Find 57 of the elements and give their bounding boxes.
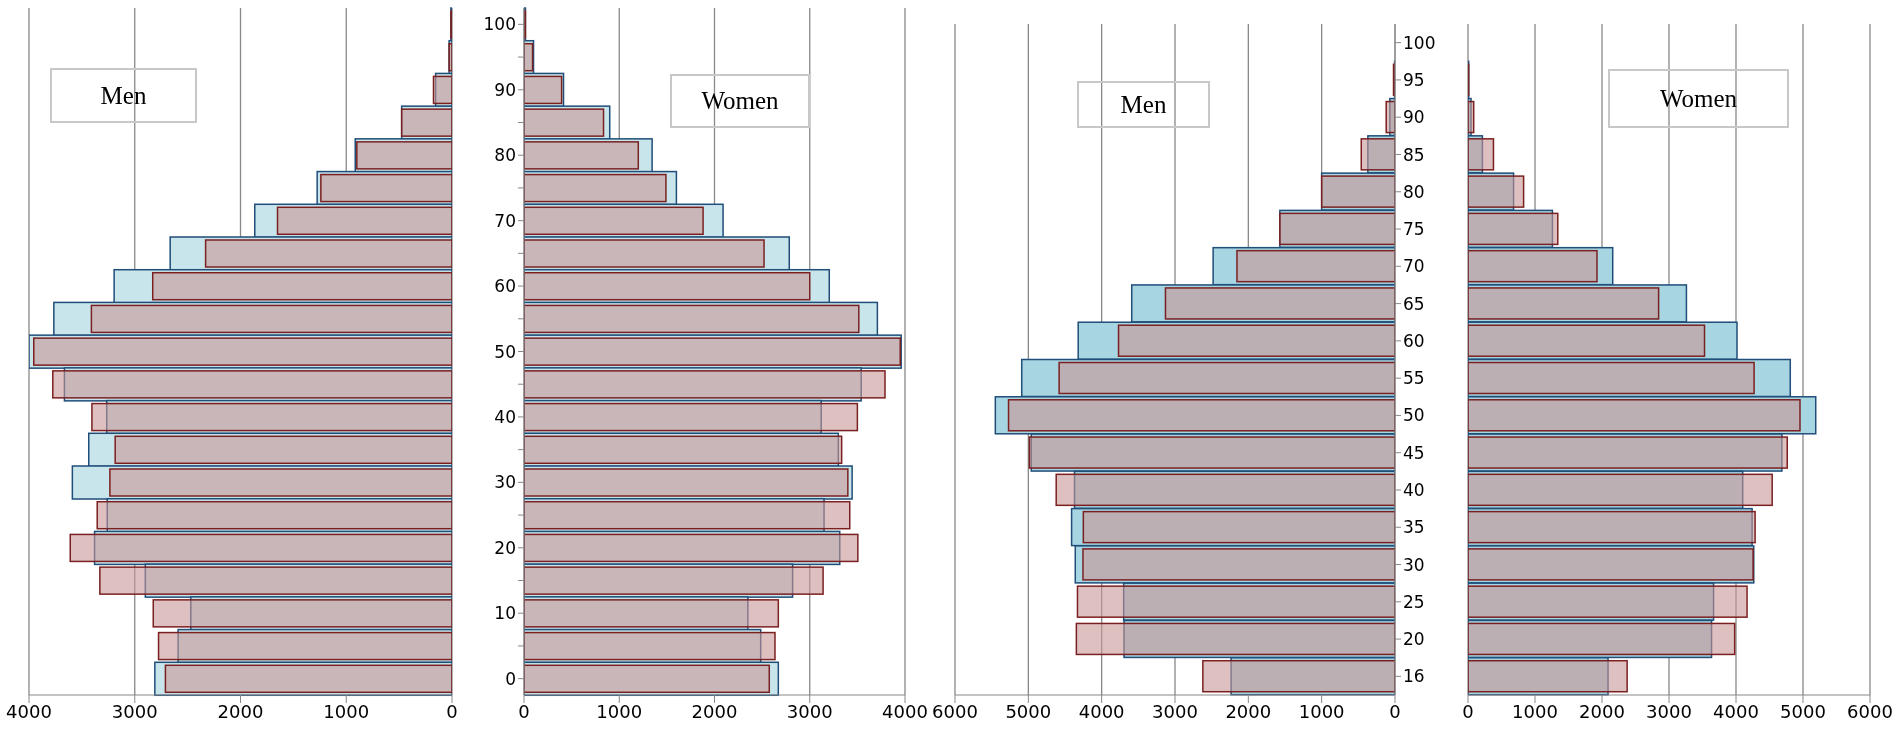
text: Men <box>1077 81 1210 128</box>
y-tick-label: 40 <box>494 406 516 427</box>
x-tick-label: 0 <box>1462 700 1474 722</box>
x-tick-label: 0 <box>518 700 530 722</box>
x-tick-label: 1000 <box>1512 700 1558 722</box>
x-tick-label: 2000 <box>691 700 738 722</box>
x-tick-label: 4000 <box>1078 700 1125 722</box>
x-tick-label: 2000 <box>1579 700 1625 722</box>
y-tick-label: 20 <box>494 537 516 558</box>
x-tick-label: 4000 <box>882 700 928 722</box>
x-tick-label: 1000 <box>596 700 643 722</box>
x-tick-label: 4000 <box>6 700 52 722</box>
y-tick-label: 95 <box>1403 69 1425 90</box>
y-tick-label: 0 <box>505 668 516 689</box>
x-tick-label: 3000 <box>111 700 158 722</box>
y-tick-label: 70 <box>1403 256 1425 277</box>
x-tick-label: 5000 <box>1780 700 1826 722</box>
x-tick-label: 1000 <box>1298 700 1345 722</box>
x-tick-label: 1000 <box>323 700 370 722</box>
y-tick-label: 50 <box>1403 405 1425 426</box>
x-tick-label: 2000 <box>217 700 264 722</box>
y-tick-label: 40 <box>1403 480 1425 501</box>
y-tick-label: 16 <box>1403 666 1425 687</box>
y-tick-label: 35 <box>1403 517 1425 538</box>
y-tick-label: 45 <box>1403 442 1425 463</box>
y-tick-label: 50 <box>494 341 516 362</box>
y-tick-label: 30 <box>494 472 516 493</box>
y-tick-label: 65 <box>1403 293 1425 314</box>
text: Women <box>1608 69 1789 128</box>
y-tick-label: 90 <box>1403 107 1425 128</box>
x-tick-label: 0 <box>446 700 458 722</box>
y-tick-label: 80 <box>494 145 516 166</box>
x-tick-label: 4000 <box>1713 700 1759 722</box>
x-tick-label: 3000 <box>1646 700 1692 722</box>
y-tick-label: 25 <box>1403 591 1425 612</box>
x-tick-label: 0 <box>1389 700 1401 722</box>
y-tick-label: 70 <box>494 210 516 231</box>
y-tick-label: 85 <box>1403 144 1425 165</box>
y-tick-label: 80 <box>1403 181 1425 202</box>
text: Men <box>50 68 197 123</box>
y-tick-label: 55 <box>1403 368 1425 389</box>
y-tick-label: 30 <box>1403 554 1425 575</box>
y-tick-label: 100 <box>1403 32 1436 53</box>
x-tick-label: 6000 <box>1847 700 1893 722</box>
y-tick-label: 60 <box>494 276 516 297</box>
x-tick-label: 3000 <box>1152 700 1198 722</box>
x-tick-label: 6000 <box>932 700 978 722</box>
y-tick-label: 20 <box>1403 629 1425 650</box>
y-tick-label: 100 <box>483 14 516 35</box>
y-tick-label: 90 <box>494 79 516 100</box>
text: Women <box>670 74 810 128</box>
y-tick-label: 60 <box>1403 330 1425 351</box>
x-tick-label: 2000 <box>1225 700 1272 722</box>
y-tick-label: 10 <box>494 603 516 624</box>
y-tick-label: 75 <box>1403 219 1425 240</box>
x-tick-label: 3000 <box>786 700 833 722</box>
x-tick-label: 5000 <box>1005 700 1052 722</box>
